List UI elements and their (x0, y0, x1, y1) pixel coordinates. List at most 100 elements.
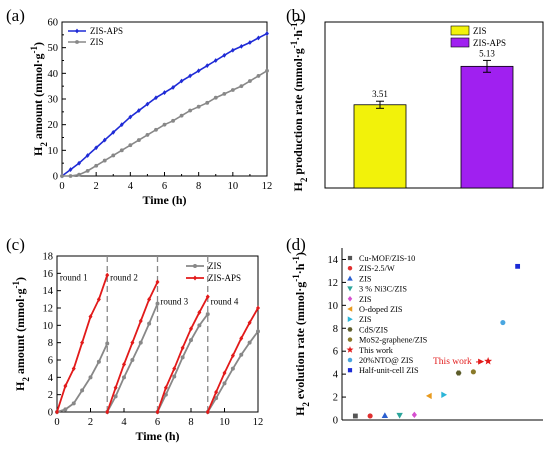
y-tick-label: 30 (48, 95, 59, 106)
data-point (256, 329, 260, 334)
data-point (205, 294, 210, 300)
annotation-arrowhead (478, 358, 485, 365)
data-point-half-unit-cell-zis (515, 263, 521, 269)
ylabel-close: ) (13, 277, 27, 281)
data-point (205, 312, 210, 317)
data-point (68, 167, 73, 172)
data-point (179, 78, 184, 84)
legend-marker (347, 286, 353, 292)
data-point (94, 163, 99, 168)
y-axis-title: H2 amount (mmol·g-1) (29, 42, 49, 156)
ylabel-mid: ·h (293, 263, 307, 274)
round-label: round 4 (211, 297, 239, 307)
data-point (155, 301, 160, 306)
y-tick-label: 14 (43, 286, 54, 297)
y-tick-label: 2 (48, 390, 53, 401)
legend-swatch (450, 25, 470, 36)
y-tick-label: 20 (48, 120, 59, 131)
plot-frame (324, 21, 544, 189)
x-tick-label: 0 (54, 417, 59, 428)
legend-marker (347, 265, 353, 271)
x-tick-label: 12 (253, 417, 264, 428)
data-point (113, 385, 118, 391)
legend-marker (347, 368, 353, 373)
data-point (122, 361, 126, 367)
data-point (230, 353, 235, 359)
legend-label: 20%NTO@ ZIS (359, 356, 414, 365)
data-point-20-nto-zis (500, 319, 506, 326)
ylabel-close: ) (291, 19, 305, 23)
legend-marker (347, 327, 353, 332)
data-point (105, 409, 110, 415)
data-point (265, 68, 269, 73)
data-point (214, 389, 219, 395)
data-point (128, 114, 133, 120)
x-axis-title: Time (h) (142, 193, 186, 207)
x-tick-label: 4 (128, 181, 134, 192)
y-tick-label: 16 (43, 269, 54, 280)
x-tick-label: 2 (88, 417, 93, 428)
data-point (239, 84, 244, 89)
x-tick-label: 8 (196, 181, 201, 192)
value-label: 5.13 (479, 48, 495, 58)
round-label: round 2 (110, 272, 138, 282)
data-point (179, 113, 184, 118)
y-tick-label: 0 (53, 172, 58, 183)
data-point (213, 58, 218, 63)
panel-label: (b) (286, 6, 306, 25)
data-point (130, 340, 135, 346)
data-point (138, 318, 143, 324)
data-point (222, 52, 227, 58)
legend-label: ZIS-APS (208, 273, 241, 283)
data-point (119, 122, 124, 128)
x-tick-label: 8 (188, 417, 193, 428)
value-label: 3.51 (372, 89, 388, 99)
y-tick-label: 60 (48, 18, 59, 29)
y-tick-label: 2 (333, 393, 338, 404)
ylabel-main: H (13, 381, 27, 391)
data-point (136, 108, 141, 113)
x-tick-label: 4 (121, 417, 127, 428)
data-point (128, 143, 133, 148)
y-tick-label: 4 (48, 373, 54, 384)
ylabel-sup2: -1 (289, 22, 299, 30)
y-tick-label: 6 (333, 347, 338, 358)
data-point (113, 394, 118, 399)
legend-marker (346, 346, 354, 353)
legend-marker (193, 275, 197, 281)
y-tick-label: 4 (333, 370, 339, 381)
data-point (180, 355, 185, 360)
bar-zis-aps (460, 65, 514, 189)
data-point (197, 309, 202, 315)
data-point (256, 35, 261, 41)
data-point (205, 100, 210, 105)
data-point (60, 174, 64, 178)
data-point (85, 168, 90, 173)
x-tick-label: 10 (219, 417, 230, 428)
data-point (180, 345, 185, 351)
data-point (247, 40, 252, 45)
data-point (154, 127, 158, 132)
y-tick-label: 10 (43, 321, 54, 332)
ylabel-mid: ·h (291, 30, 305, 41)
data-point (239, 43, 244, 49)
legend-label: CdS/ZIS (359, 325, 388, 334)
y-axis-title: H2 amount (mmol·g-1) (11, 277, 31, 391)
data-point (138, 340, 143, 345)
data-point (88, 375, 93, 380)
legend-marker (193, 264, 197, 268)
panel-b-h2-rate-bar-chart: (b)H2 production rate (mmol·g-1·h-1)3.51… (286, 6, 544, 191)
legend-marker (347, 306, 353, 312)
data-point (171, 85, 175, 90)
legend-label: This work (359, 346, 394, 355)
data-point (71, 366, 76, 372)
data-point (145, 101, 150, 107)
y-tick-label: 40 (48, 69, 59, 80)
legend-label: MoS2-graphene/ZIS (359, 336, 428, 345)
ylabel-rest: amount (mmol·g (13, 288, 27, 377)
round-label: round 3 (160, 297, 188, 307)
data-point (162, 90, 167, 95)
data-point-3-ni3c-zis (396, 412, 403, 419)
